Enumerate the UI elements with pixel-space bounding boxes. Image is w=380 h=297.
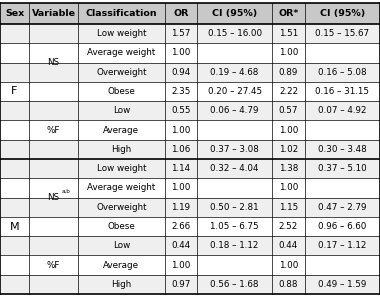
Text: 0.50 – 2.81: 0.50 – 2.81 (210, 203, 259, 212)
Text: CI (95%): CI (95%) (320, 9, 365, 18)
Bar (0, 62, 380, 82)
Text: 1.57: 1.57 (171, 29, 190, 38)
Text: Low: Low (113, 241, 130, 250)
Text: 0.16 – 5.08: 0.16 – 5.08 (318, 68, 367, 77)
Text: 0.94: 0.94 (171, 68, 190, 77)
Bar (0, 101, 380, 120)
Text: High: High (111, 145, 131, 154)
Text: NS: NS (48, 193, 60, 202)
Text: Average: Average (103, 126, 139, 135)
Text: %F: %F (47, 126, 60, 135)
Text: 0.16 – 31.15: 0.16 – 31.15 (315, 87, 369, 96)
Text: 0.49 – 1.59: 0.49 – 1.59 (318, 280, 367, 289)
Text: OR*: OR* (278, 9, 299, 18)
Text: 0.07 – 4.92: 0.07 – 4.92 (318, 106, 367, 115)
Text: 0.15 – 16.00: 0.15 – 16.00 (207, 29, 262, 38)
Text: 0.06 – 4.79: 0.06 – 4.79 (211, 106, 259, 115)
Text: 0.88: 0.88 (279, 280, 298, 289)
Text: 2.52: 2.52 (279, 222, 298, 231)
Text: 1.00: 1.00 (171, 48, 190, 57)
Bar (0, 236, 380, 255)
Text: 0.97: 0.97 (171, 280, 190, 289)
Text: 1.51: 1.51 (279, 29, 298, 38)
Text: 1.14: 1.14 (171, 164, 190, 173)
Text: 0.47 – 2.79: 0.47 – 2.79 (318, 203, 367, 212)
Text: 1.38: 1.38 (279, 164, 298, 173)
Bar (0, 255, 380, 275)
Text: 2.22: 2.22 (279, 87, 298, 96)
Text: 0.44: 0.44 (279, 241, 298, 250)
Text: 0.96 – 6.60: 0.96 – 6.60 (318, 222, 367, 231)
Text: 1.00: 1.00 (171, 126, 190, 135)
Bar (0, 82, 380, 101)
Text: Low: Low (113, 106, 130, 115)
Text: Average: Average (103, 260, 139, 270)
Text: 1.00: 1.00 (279, 184, 298, 192)
Text: 0.30 – 3.48: 0.30 – 3.48 (318, 145, 367, 154)
Text: CI (95%): CI (95%) (212, 9, 257, 18)
Text: Average weight: Average weight (87, 184, 155, 192)
Text: F: F (11, 86, 18, 97)
Bar (0, 120, 380, 140)
Text: 0.37 – 5.10: 0.37 – 5.10 (318, 164, 367, 173)
Text: Average weight: Average weight (87, 48, 155, 57)
Text: NS: NS (48, 58, 60, 67)
Text: Variable: Variable (32, 9, 76, 18)
Text: 0.17 – 1.12: 0.17 – 1.12 (318, 241, 367, 250)
Text: 1.05 – 6.75: 1.05 – 6.75 (210, 222, 259, 231)
Text: 0.20 – 27.45: 0.20 – 27.45 (207, 87, 262, 96)
Text: Sex: Sex (5, 9, 24, 18)
Text: 0.18 – 1.12: 0.18 – 1.12 (211, 241, 259, 250)
Text: High: High (111, 280, 131, 289)
Text: 1.00: 1.00 (171, 260, 190, 270)
Bar (0, 275, 380, 294)
Text: 1.00: 1.00 (279, 48, 298, 57)
Text: 0.15 – 15.67: 0.15 – 15.67 (315, 29, 369, 38)
Text: 1.00: 1.00 (171, 184, 190, 192)
Bar (0, 140, 380, 159)
Text: 1.00: 1.00 (279, 126, 298, 135)
Text: 0.19 – 4.68: 0.19 – 4.68 (211, 68, 259, 77)
Text: 1.00: 1.00 (279, 260, 298, 270)
Text: 2.66: 2.66 (171, 222, 190, 231)
Text: 1.02: 1.02 (279, 145, 298, 154)
Bar (0, 198, 380, 217)
Text: M: M (10, 222, 19, 231)
Bar (0, 43, 380, 62)
Bar (0, 24, 380, 43)
Text: OR: OR (173, 9, 188, 18)
Text: Low weight: Low weight (97, 29, 146, 38)
Text: 0.57: 0.57 (279, 106, 298, 115)
Text: Classification: Classification (86, 9, 157, 18)
Text: 1.15: 1.15 (279, 203, 298, 212)
Text: 0.55: 0.55 (171, 106, 190, 115)
Text: 0.44: 0.44 (171, 241, 190, 250)
Bar (0, 178, 380, 198)
Text: a,b: a,b (62, 189, 71, 194)
Text: 0.56 – 1.68: 0.56 – 1.68 (211, 280, 259, 289)
Bar (0, 159, 380, 178)
Text: 1.06: 1.06 (171, 145, 190, 154)
Bar (0, 217, 380, 236)
Text: Obese: Obese (108, 222, 135, 231)
Bar (0, 3, 380, 24)
Text: 0.37 – 3.08: 0.37 – 3.08 (210, 145, 259, 154)
Text: Low weight: Low weight (97, 164, 146, 173)
Text: 1.19: 1.19 (171, 203, 190, 212)
Text: 0.89: 0.89 (279, 68, 298, 77)
Text: Overweight: Overweight (96, 68, 147, 77)
Text: 2.35: 2.35 (171, 87, 190, 96)
Text: 0.32 – 4.04: 0.32 – 4.04 (211, 164, 259, 173)
Text: Overweight: Overweight (96, 203, 147, 212)
Text: Obese: Obese (108, 87, 135, 96)
Text: %F: %F (47, 260, 60, 270)
